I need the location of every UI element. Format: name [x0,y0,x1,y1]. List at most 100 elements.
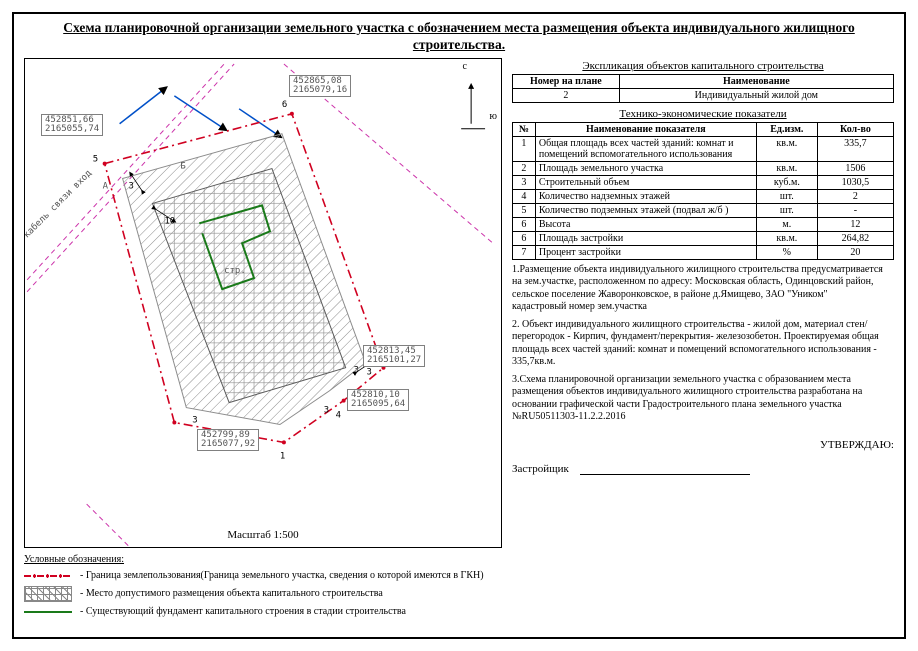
tech-cell: 5 [513,203,536,217]
tech-cell: Высота [535,217,756,231]
note-1b: кадастровый номер зем.участка [512,301,647,312]
notes-block: 1.Размещение объекта индивидуального жил… [512,264,894,429]
tech-cell: 12 [817,217,893,231]
note-1: 1.Размещение объекта индивидуального жил… [512,264,883,300]
tech-col: Наименование показателя [535,122,756,136]
coord-y: 2165101,27 [367,355,421,365]
footprint-label: стр. [224,266,246,276]
table-row: 7Процент застройки%20 [513,245,894,259]
sheet-frame: Схема планировочной организации земельно… [12,12,906,639]
expl-heading: Экспликация объектов капитального строит… [512,60,894,72]
right-panel: Экспликация объектов капитального строит… [512,58,894,548]
tech-cell: Количество надземных этажей [535,189,756,203]
tech-cell: 20 [817,245,893,259]
legend-row: - Место допустимого размещения объекта к… [24,586,894,602]
svg-text:6: 6 [282,100,287,110]
tech-cell: Строительный объем [535,175,756,189]
table-row: 1Общая площадь всех частей зданий: комна… [513,136,894,161]
svg-text:1: 1 [280,451,285,461]
scale-label: Масштаб 1:500 [25,529,501,541]
legend-text: - Граница землепользования(Граница земел… [80,570,484,581]
tech-cell: м. [756,217,817,231]
tech-col: Кол-во [817,122,893,136]
plan-panel: с ю 452851,66 2165055,74 452865,08 21650… [24,58,502,548]
coord-y: 2165079,16 [293,85,347,95]
tech-col: № [513,122,536,136]
approve-role: Застройщик [512,463,569,475]
tech-cell: Площадь застройки [535,231,756,245]
tech-cell: куб.м. [756,175,817,189]
dim-label: 3 [129,181,134,191]
dim-label: 3 [324,405,329,415]
expl-col: Номер на плане [513,74,620,88]
tech-cell: % [756,245,817,259]
compass-north-label: с [463,61,467,72]
tech-cell: 1 [513,136,536,161]
legend-title: Условные обозначения: [24,554,894,565]
tech-table: № Наименование показателя Ед.изм. Кол-во… [512,122,894,260]
table-row: 6Высотам.12 [513,217,894,231]
tech-cell: кв.м. [756,136,817,161]
page-title: Схема планировочной организации земельно… [24,20,894,54]
tech-cell: кв.м. [756,231,817,245]
tech-cell: 335,7 [817,136,893,161]
approve-label: УТВЕРЖДАЮ: [512,439,894,451]
axis-label: А [103,181,109,191]
legend-text: - Место допустимого размещения объекта к… [80,588,383,599]
table-row: 4Количество надземных этажейшт.2 [513,189,894,203]
table-row: 6Площадь застройкикв.м.264,82 [513,231,894,245]
tech-cell: кв.м. [756,161,817,175]
tech-cell: 2 [513,161,536,175]
swatch-foundation-icon [24,604,72,620]
legend-row: - Существующий фундамент капитального ст… [24,604,894,620]
tech-cell: 7 [513,245,536,259]
table-row: 2Площадь земельного участкакв.м.1506 [513,161,894,175]
svg-text:5: 5 [93,154,98,164]
legend-row: - Граница землепользования(Граница земел… [24,568,894,584]
expl-col: Наименование [619,74,893,88]
coord-box: 452865,08 2165079,16 [289,75,351,97]
legend-text: - Существующий фундамент капитального ст… [80,606,406,617]
tech-cell: Процент застройки [535,245,756,259]
legend-block: Условные обозначения: - Граница землепол… [24,554,894,620]
tech-cell: Общая площадь всех частей зданий: комнат… [535,136,756,161]
dim-label: 3 [192,415,197,425]
svg-text:4: 4 [336,410,341,420]
axis-label: Б [180,161,185,171]
tech-cell: 6 [513,217,536,231]
signature-line [580,474,750,475]
tech-cell: Количество подземных этажей (подвал ж/б … [535,203,756,217]
coord-y: 2165055,74 [45,124,99,134]
tech-cell: 1030,5 [817,175,893,189]
tech-cell: шт. [756,203,817,217]
coord-box: 452799,89 2165077,92 [197,429,259,451]
table-row: 3Строительный объемкуб.м.1030,5 [513,175,894,189]
coord-y: 2165077,92 [201,439,255,449]
expl-table: Номер на плане Наименование 2 Индивидуал… [512,74,894,103]
table-row: 2 Индивидуальный жилой дом [513,88,894,102]
note-2: 2. Объект индивидуального жилищного стро… [512,319,894,369]
coord-box: 452813,45 2165101,27 [363,345,425,367]
coord-box: 452851,66 2165055,74 [41,114,103,136]
tech-cell: 3 [513,175,536,189]
tech-cell: 4 [513,189,536,203]
swatch-hatch-icon [24,586,72,602]
tech-col: Ед.изм. [756,122,817,136]
tech-cell: шт. [756,189,817,203]
tech-cell: 2 [817,189,893,203]
table-row: 5Количество подземных этажей (подвал ж/б… [513,203,894,217]
tech-cell: - [817,203,893,217]
note-3: 3.Схема планировочной организации земель… [512,374,894,424]
swatch-boundary-icon [24,568,72,584]
dim-label: 10 [164,216,175,226]
coord-box: 452810,10 2165095,64 [347,389,409,411]
content-columns: с ю 452851,66 2165055,74 452865,08 21650… [24,58,894,548]
tech-cell: 264,82 [817,231,893,245]
tech-cell: 6 [513,231,536,245]
expl-name: Индивидуальный жилой дом [619,88,893,102]
coord-y: 2165095,64 [351,399,405,409]
expl-num: 2 [513,88,620,102]
approve-block: УТВЕРЖДАЮ: Застройщик [512,439,894,475]
tech-cell: 1506 [817,161,893,175]
compass-south-label: ю [490,111,497,122]
